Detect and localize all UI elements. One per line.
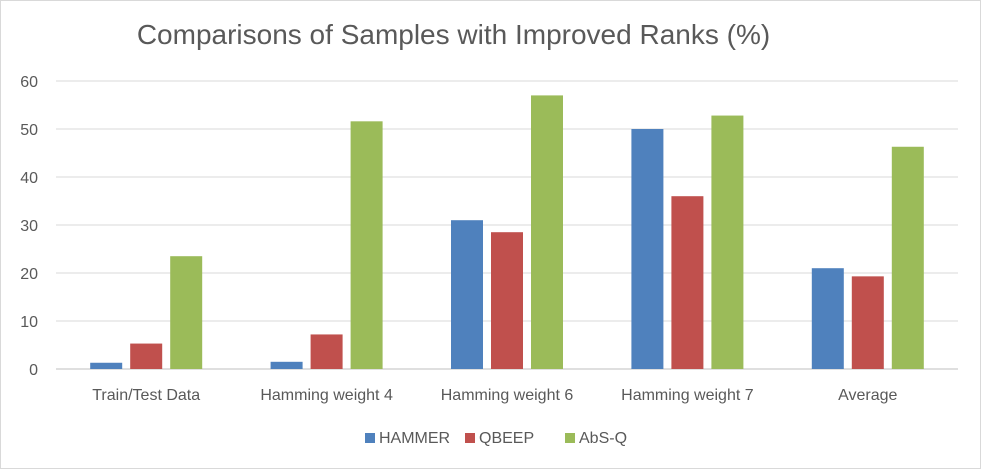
x-axis-categories: Train/Test Data Hamming weight 4 Hamming w… — [92, 387, 897, 404]
y-tick-label: 30 — [20, 218, 38, 235]
legend-label: QBEEP — [479, 430, 534, 447]
x-category-label: Hamming weight 6 — [441, 387, 574, 404]
bars — [90, 95, 924, 370]
y-tick-label: 60 — [20, 74, 38, 91]
x-category-label: Average — [838, 387, 897, 404]
legend-label: AbS-Q — [579, 430, 627, 447]
x-category-label: Hamming weight 4 — [260, 387, 393, 404]
legend-label: HAMMER — [379, 430, 450, 447]
bar-qbeep — [671, 196, 704, 369]
bar-qbeep — [491, 232, 523, 369]
y-tick-label: 10 — [20, 314, 38, 331]
bar-hammer — [811, 268, 844, 369]
bar-qbeep — [130, 343, 163, 369]
legend-swatch — [365, 433, 375, 443]
bar-hammer — [270, 361, 303, 369]
bar-hammer — [631, 129, 664, 369]
bar-abs-q — [170, 256, 203, 369]
y-tick-label: 20 — [20, 266, 38, 283]
x-category-label: Hamming weight 7 — [621, 387, 754, 404]
bar-qbeep — [310, 334, 343, 369]
chart-title: Comparisons of Samples with Improved Ran… — [136, 19, 771, 50]
x-category-label: Train/Test Data — [92, 387, 200, 404]
legend-swatch — [565, 433, 575, 443]
legend-swatch — [465, 433, 475, 443]
bar-hammer — [90, 362, 123, 369]
y-tick-label: 40 — [20, 170, 38, 187]
bar-abs-q — [350, 121, 383, 369]
y-tick-label: 50 — [20, 122, 38, 139]
y-axis-ticks: 0 10 20 30 40 50 60 — [20, 74, 38, 379]
bar-abs-q — [891, 146, 924, 369]
bar-abs-q — [711, 115, 744, 369]
bar-abs-q — [531, 95, 563, 370]
bar-qbeep — [851, 276, 884, 369]
bar-hammer — [451, 220, 483, 369]
y-tick-label: 0 — [29, 362, 38, 379]
legend: HAMMER QBEEP AbS-Q — [365, 430, 627, 447]
